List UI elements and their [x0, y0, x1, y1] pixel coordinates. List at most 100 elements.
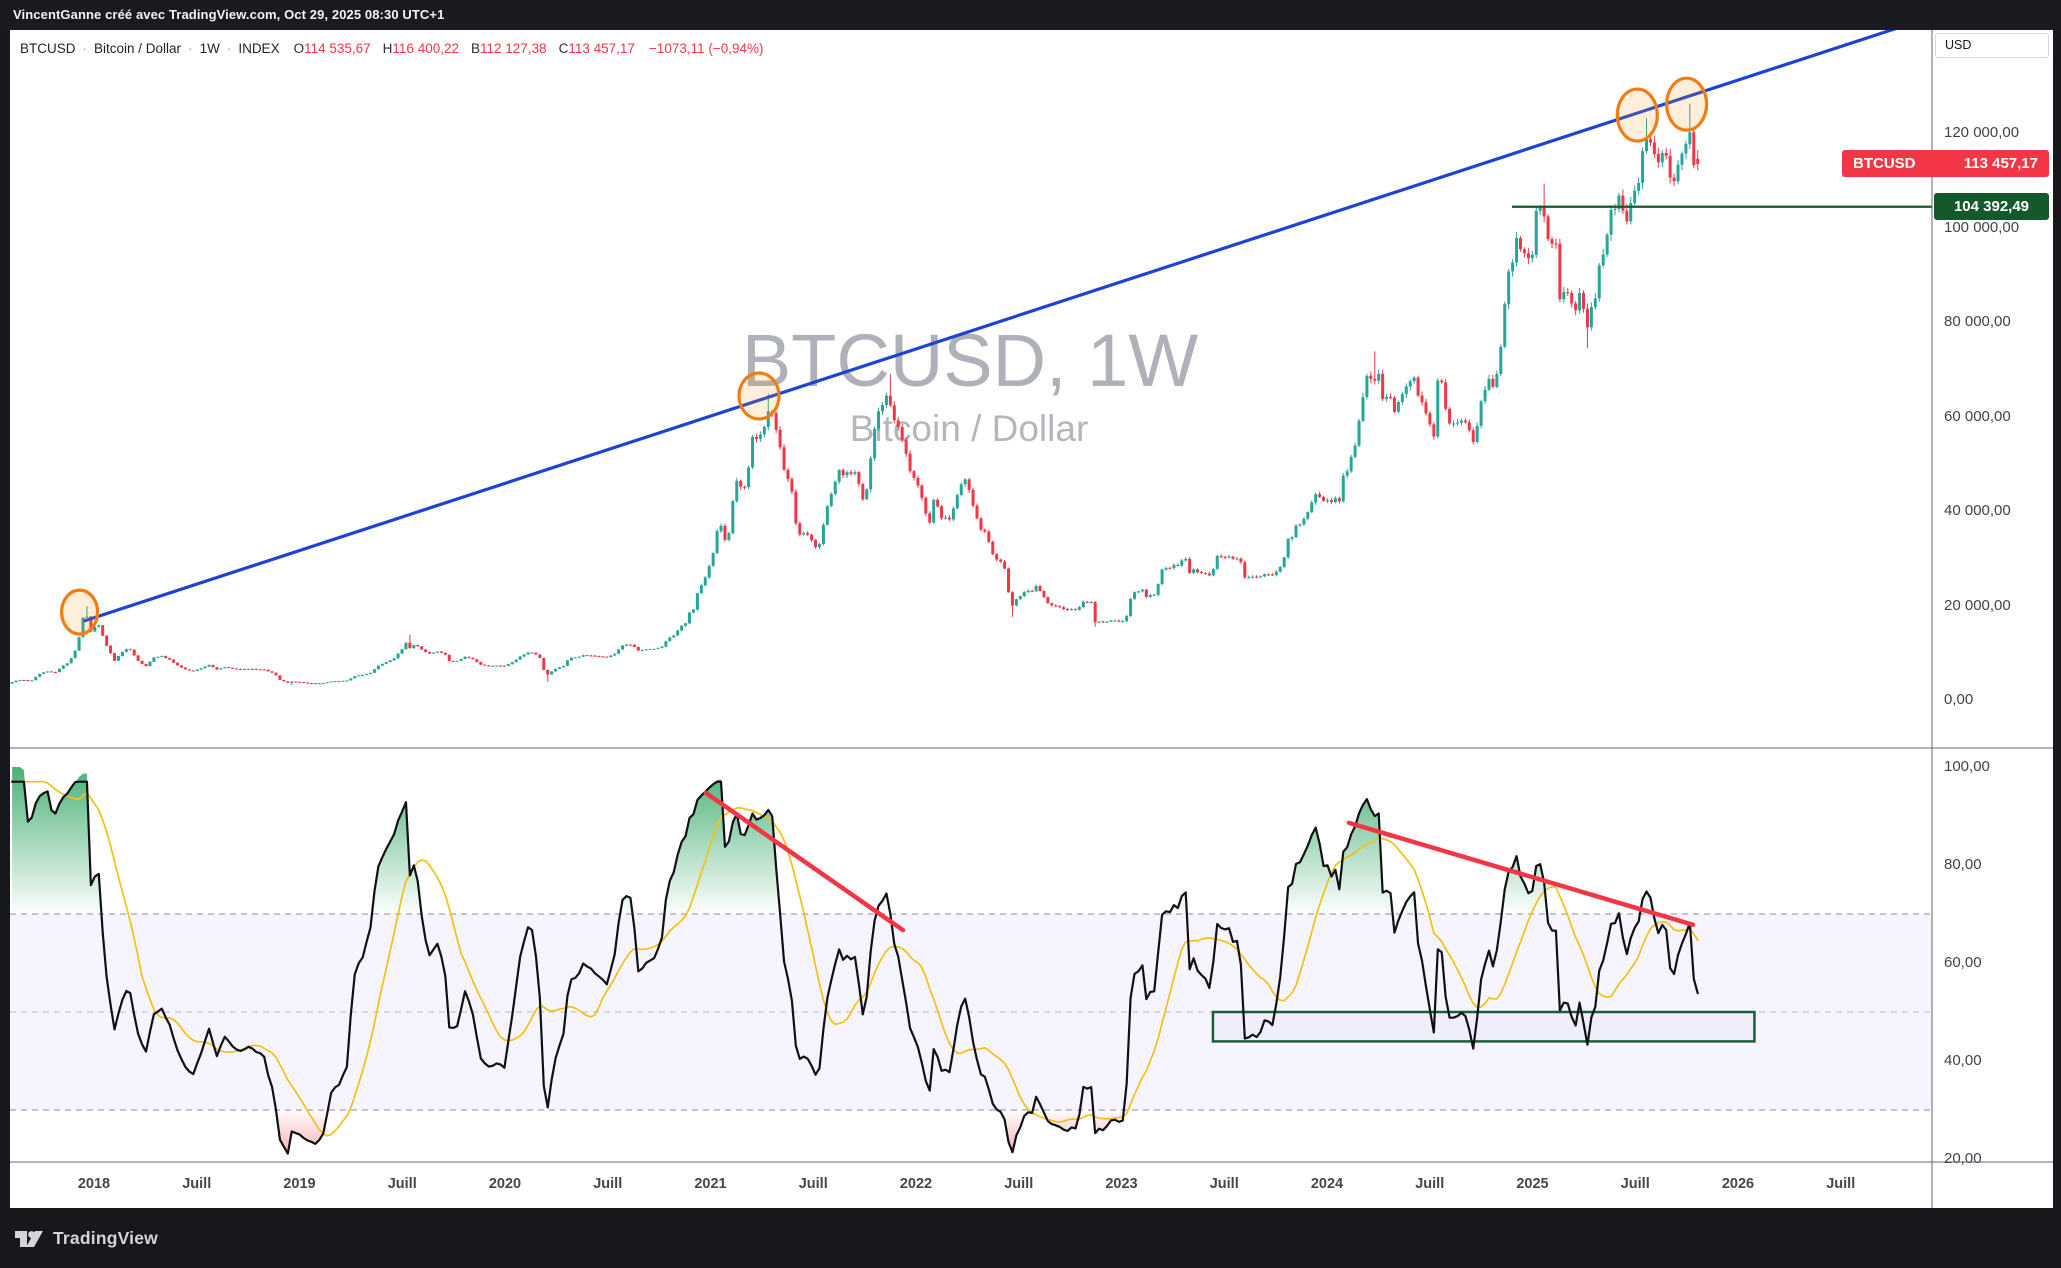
candle-body[interactable]: [1156, 584, 1160, 595]
candle-body[interactable]: [841, 470, 845, 476]
candle-body[interactable]: [1089, 602, 1093, 604]
candle-body[interactable]: [1188, 558, 1192, 573]
candle-body[interactable]: [321, 683, 325, 685]
candle-body[interactable]: [396, 653, 400, 659]
candle-body[interactable]: [459, 658, 463, 661]
candle-body[interactable]: [498, 665, 502, 667]
candle-body[interactable]: [1361, 397, 1365, 421]
candle-body[interactable]: [963, 479, 967, 485]
candle-body[interactable]: [1483, 389, 1487, 402]
candle-body[interactable]: [731, 501, 735, 534]
candle-body[interactable]: [50, 671, 54, 673]
candle-body[interactable]: [1518, 238, 1522, 250]
candle-body[interactable]: [483, 664, 487, 666]
candle-body[interactable]: [1637, 182, 1641, 191]
candle-body[interactable]: [278, 675, 282, 681]
candle-body[interactable]: [1400, 394, 1404, 403]
candle-body[interactable]: [762, 426, 766, 435]
candle-body[interactable]: [621, 645, 625, 650]
candle-body[interactable]: [491, 665, 495, 667]
annotation-circle[interactable]: [737, 371, 781, 421]
candle-body[interactable]: [967, 479, 971, 490]
candle-body[interactable]: [1203, 572, 1207, 574]
candle-body[interactable]: [502, 665, 506, 667]
candle-body[interactable]: [1664, 153, 1668, 156]
candle-body[interactable]: [1239, 558, 1243, 563]
candle-body[interactable]: [1341, 475, 1345, 502]
candle-body[interactable]: [814, 540, 818, 547]
candle-body[interactable]: [144, 663, 148, 667]
candle-body[interactable]: [565, 660, 569, 666]
candle-body[interactable]: [1530, 254, 1534, 259]
candle-body[interactable]: [955, 494, 959, 509]
candle-body[interactable]: [258, 669, 262, 671]
candle-body[interactable]: [132, 649, 136, 656]
candle-body[interactable]: [1318, 494, 1322, 497]
candle-body[interactable]: [1448, 408, 1452, 424]
candle-body[interactable]: [254, 668, 258, 670]
candle-body[interactable]: [711, 553, 715, 566]
candle-body[interactable]: [514, 659, 518, 663]
candle-body[interactable]: [231, 667, 235, 669]
candle-body[interactable]: [439, 651, 443, 653]
candle-body[interactable]: [1345, 471, 1349, 476]
candle-body[interactable]: [558, 667, 562, 669]
candle-body[interactable]: [987, 531, 991, 542]
candle-body[interactable]: [239, 668, 243, 670]
candle-body[interactable]: [270, 671, 274, 673]
candle-body[interactable]: [1459, 420, 1463, 423]
candle-body[interactable]: [1617, 195, 1621, 209]
candle-body[interactable]: [861, 483, 865, 500]
candle-body[interactable]: [34, 676, 38, 681]
candle-body[interactable]: [1688, 132, 1692, 145]
candle-body[interactable]: [1322, 496, 1326, 501]
candle-body[interactable]: [1113, 620, 1117, 622]
candle-body[interactable]: [688, 612, 692, 624]
candle-body[interactable]: [932, 499, 936, 523]
candle-body[interactable]: [467, 656, 471, 658]
candle-body[interactable]: [404, 642, 408, 650]
candle-body[interactable]: [869, 458, 873, 490]
candle-body[interactable]: [164, 656, 168, 659]
candle-body[interactable]: [1196, 569, 1200, 572]
candle-body[interactable]: [1589, 306, 1593, 328]
candle-body[interactable]: [959, 484, 963, 495]
candle-body[interactable]: [290, 681, 294, 683]
candle-body[interactable]: [786, 469, 790, 480]
candle-body[interactable]: [1570, 292, 1574, 304]
candle-body[interactable]: [187, 669, 191, 671]
candle-body[interactable]: [282, 680, 286, 682]
candle-body[interactable]: [42, 672, 46, 674]
candle-body[interactable]: [211, 664, 215, 668]
candle-body[interactable]: [829, 493, 833, 507]
candle-body[interactable]: [1377, 373, 1381, 381]
candle-body[interactable]: [715, 531, 719, 554]
candle-body[interactable]: [1247, 577, 1251, 579]
tradingview-logo[interactable]: TradingView: [14, 1228, 158, 1249]
candle-body[interactable]: [1353, 445, 1357, 457]
candle-body[interactable]: [849, 472, 853, 474]
candle-body[interactable]: [1180, 560, 1184, 566]
candle-body[interactable]: [128, 649, 132, 651]
candle-body[interactable]: [790, 479, 794, 492]
candle-body[interactable]: [1522, 249, 1526, 254]
candle-body[interactable]: [636, 646, 640, 651]
candle-body[interactable]: [250, 668, 254, 670]
candle-body[interactable]: [1511, 262, 1515, 272]
candle-body[interactable]: [435, 651, 439, 653]
candle-body[interactable]: [329, 681, 333, 683]
candle-body[interactable]: [699, 585, 703, 594]
candle-body[interactable]: [1274, 571, 1278, 576]
candle-body[interactable]: [1121, 621, 1125, 623]
candle-body[interactable]: [1184, 558, 1188, 561]
candle-body[interactable]: [601, 656, 605, 658]
candle-body[interactable]: [589, 655, 593, 657]
candle-body[interactable]: [928, 513, 932, 523]
candle-body[interactable]: [1432, 424, 1436, 437]
candle-body[interactable]: [707, 565, 711, 578]
candle-body[interactable]: [113, 653, 117, 661]
candle-body[interactable]: [1605, 234, 1609, 255]
candle-body[interactable]: [203, 666, 207, 669]
candle-body[interactable]: [1467, 422, 1471, 431]
candle-body[interactable]: [179, 665, 183, 668]
